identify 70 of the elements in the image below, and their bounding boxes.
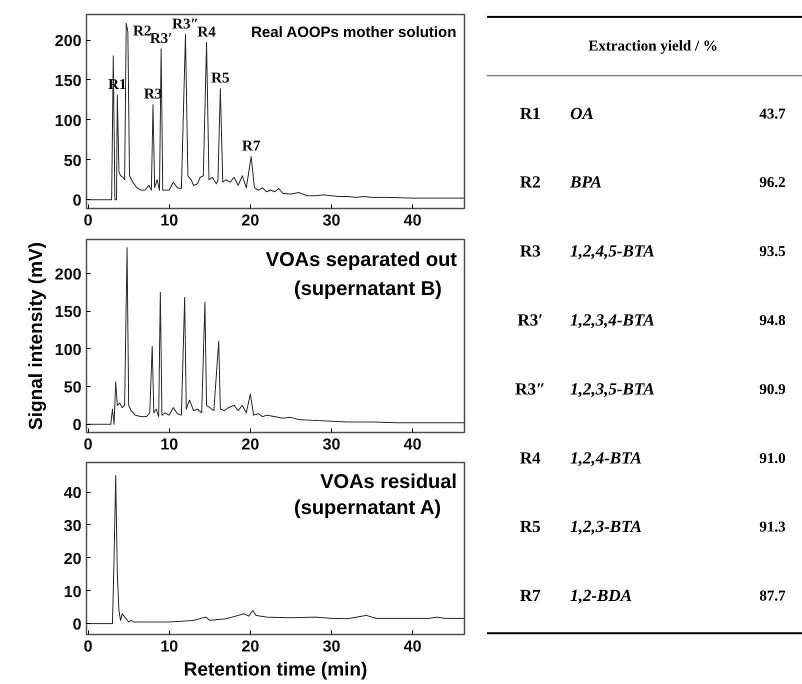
text: 43.7 — [759, 106, 786, 122]
x-axis-title: Retention time (min) — [184, 660, 368, 680]
text: 90.9 — [759, 382, 786, 398]
text: R1 — [520, 104, 541, 123]
x-tick-label: 10 — [160, 638, 178, 656]
y-tick-label: 0 — [72, 192, 82, 210]
text: Real AOOPs mother solution — [251, 24, 456, 42]
y-tick-label: 50 — [64, 380, 82, 397]
text: VOAs separated out — [266, 249, 458, 272]
y-tick-label: 0 — [72, 616, 82, 634]
text: OA — [570, 104, 594, 123]
x-tick-label: 0 — [84, 638, 93, 656]
text: (supernatant A) — [294, 496, 442, 519]
text: 91.0 — [759, 450, 786, 467]
x-tick-label: 10 — [160, 436, 178, 454]
text: R7 — [520, 586, 542, 606]
y-tick-label: 0 — [72, 417, 82, 434]
y-axis-title: Signal intensity (mV) — [26, 242, 47, 430]
text: R3 — [520, 242, 541, 261]
text: 1,2,4,5-BTA — [570, 242, 655, 261]
x-tick-label: 20 — [241, 212, 260, 230]
text: 87.7 — [759, 588, 786, 605]
x-tick-label: 40 — [404, 436, 422, 454]
annotation: R2 — [133, 23, 152, 40]
annotation: R5 — [211, 70, 230, 87]
text: 93.5 — [759, 244, 786, 260]
y-tick-label: 150 — [54, 304, 82, 322]
text: 1,2,3,4-BTA — [570, 310, 655, 330]
chart-title: VOAs residual — [320, 471, 457, 494]
y-tick-label: 100 — [54, 342, 82, 359]
y-tick-label: 150 — [54, 72, 82, 90]
text: Extraction yield / % — [588, 38, 718, 54]
text: BPA — [569, 172, 602, 192]
text: 96.2 — [759, 175, 786, 192]
y-tick-label: 200 — [54, 266, 82, 284]
text: 94.8 — [759, 313, 786, 330]
x-tick-label: 0 — [84, 212, 93, 230]
text: R5 — [520, 517, 541, 536]
text: R3′ — [517, 310, 544, 330]
text: R4 — [520, 448, 542, 468]
text: (supernatant B) — [294, 278, 442, 300]
line-series — [88, 475, 464, 624]
line-series — [88, 247, 464, 425]
x-tick-label: 40 — [404, 638, 422, 656]
text: 1,2,4-BTA — [570, 448, 642, 468]
annotation: R3′ — [150, 30, 172, 47]
text: R3″ — [515, 379, 546, 398]
text: 91.3 — [759, 520, 786, 536]
x-tick-label: 10 — [160, 212, 178, 230]
text: 1,2-BDA — [570, 586, 632, 606]
text: R2 — [520, 172, 541, 192]
x-tick-label: 30 — [322, 212, 340, 230]
text: 1,2,3-BTA — [570, 517, 642, 536]
x-tick-label: 30 — [322, 638, 340, 656]
y-tick-label: 30 — [64, 518, 82, 535]
x-tick-label: 30 — [322, 436, 340, 454]
x-tick-label: 20 — [241, 638, 260, 656]
x-tick-label: 0 — [84, 436, 93, 454]
y-tick-label: 40 — [64, 485, 82, 502]
annotation: R4 — [197, 24, 216, 40]
x-tick-label: 40 — [404, 212, 422, 230]
x-tick-label: 20 — [241, 436, 260, 454]
text: 1,2,3,5-BTA — [570, 379, 655, 398]
annotation: R3″ — [172, 16, 199, 32]
y-tick-label: 10 — [64, 584, 82, 601]
annotation: R7 — [242, 138, 261, 155]
y-tick-label: 50 — [64, 152, 82, 170]
y-tick-label: 100 — [54, 112, 82, 130]
y-tick-label: 20 — [64, 550, 82, 568]
y-tick-label: 200 — [54, 33, 82, 50]
